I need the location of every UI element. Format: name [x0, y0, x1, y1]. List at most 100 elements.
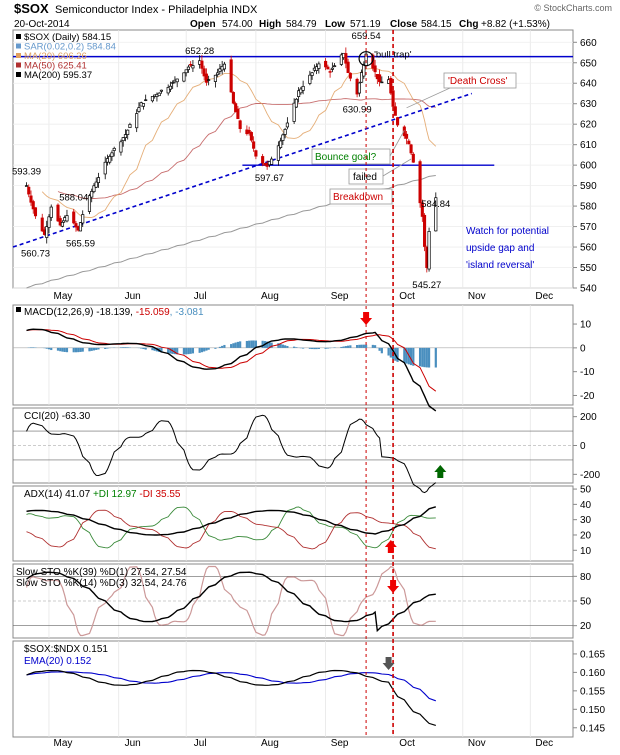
y-tick-label-0: 0.145 — [580, 723, 605, 734]
candle-body — [189, 64, 191, 65]
ratio-ema-legend: EMA(20) 0.152 — [24, 656, 92, 667]
macd-hist-bar — [347, 346, 349, 348]
x-tick-top-0: May — [54, 291, 73, 302]
bounce-goal-annotation: Bounce goal? — [315, 152, 377, 163]
y-tick-label-2: 80 — [580, 572, 592, 583]
candle-body — [171, 83, 173, 84]
macd-hist-bar — [223, 345, 225, 348]
macd-legend: MACD(12,26,9) -18.139, -15.059, -3.081 — [16, 307, 204, 318]
watch-annotation-line-3: 'island reversal' — [466, 260, 534, 271]
y-tick-label-3: 10 — [580, 320, 592, 331]
candle-body — [428, 231, 430, 269]
y-tick-label-0: 20 — [580, 621, 592, 632]
candle-body — [135, 114, 137, 128]
header-high-label: High — [259, 19, 281, 30]
macd-hist-bar — [423, 348, 425, 367]
macd-hist-bar — [95, 348, 97, 350]
candle-body — [66, 216, 68, 221]
header-close: 584.15 — [421, 19, 452, 30]
macd-hist-bar — [201, 348, 203, 352]
candle-body — [412, 154, 414, 162]
macd-hist-bar — [230, 344, 232, 348]
macd-hist-bar — [190, 348, 192, 354]
cci-legend: CCI(20) -63.30 — [24, 411, 91, 422]
candle-body — [111, 153, 113, 157]
macd-hist-bar — [88, 348, 90, 351]
candle-body — [309, 75, 311, 83]
candle-body — [239, 121, 241, 129]
sto-legend-2: Slow STO %K(14) %D(3) 32.54, 24.76 — [16, 578, 187, 589]
macd-hist-bar — [64, 348, 66, 352]
candle-body — [138, 108, 140, 112]
macd-hist-bar — [50, 348, 52, 350]
macd-hist-bar — [421, 348, 423, 367]
macd-hist-bar — [309, 348, 311, 349]
macd-legend-signal: -15.059 — [136, 307, 170, 318]
candle-body — [324, 61, 326, 67]
y-tick-label-2: 200 — [580, 412, 597, 423]
header-low: 571.19 — [350, 19, 381, 30]
y-tick-label-0: -200 — [580, 470, 600, 481]
macd-hist-bar — [82, 348, 84, 352]
macd-hist-bar — [122, 347, 124, 348]
watermark: © StockCharts.com — [534, 3, 612, 13]
macd-hist-bar — [284, 345, 286, 348]
macd-hist-bar — [221, 346, 223, 348]
macd-hist-bar — [59, 348, 61, 351]
macd-hist-bar — [185, 348, 187, 354]
candle-body — [201, 61, 203, 68]
macd-hist-bar — [46, 348, 48, 349]
candle-body — [329, 72, 331, 73]
price-label-3: 565.59 — [66, 239, 95, 250]
candle-body — [176, 79, 178, 82]
x-tick-top-7: Dec — [535, 291, 553, 302]
header-date: 20-Oct-2014 — [14, 19, 70, 30]
macd-legend-base: MACD(12,26,9) -18.139, — [24, 307, 136, 318]
macd-hist-bar — [239, 341, 241, 348]
macd-hist-bar — [374, 345, 376, 348]
candle-body — [142, 104, 144, 107]
header-chg: +8.82 (+1.53%) — [481, 19, 550, 30]
macd-hist-bar — [124, 347, 126, 348]
macd-hist-bar — [372, 345, 374, 348]
macd-hist-bar — [91, 348, 93, 351]
candle-body — [73, 212, 75, 223]
macd-hist-bar — [318, 348, 320, 349]
header-chg-label: Chg — [459, 19, 478, 30]
price-label-9: 545.27 — [412, 280, 441, 291]
macd-hist-bar — [340, 347, 342, 348]
candle-body — [333, 66, 335, 67]
candle-body — [151, 96, 153, 100]
macd-hist-bar — [145, 348, 147, 350]
macd-hist-bar — [142, 348, 144, 349]
macd-hist-bar — [187, 348, 189, 354]
candle-body — [214, 75, 216, 81]
ratio-legend: $SOX:$NDX 0.151 — [24, 644, 108, 655]
macd-hist-bar — [61, 348, 63, 352]
macd-hist-bar — [104, 348, 106, 349]
candle-body — [79, 223, 81, 231]
macd-hist-bar — [327, 348, 329, 349]
x-tick-top-2: Jul — [194, 291, 207, 302]
macd-hist-bar — [428, 348, 430, 368]
header-low-label: Low — [325, 19, 345, 30]
candle-body — [311, 73, 313, 76]
candle-body — [183, 73, 185, 81]
macd-hist-bar — [235, 343, 237, 348]
macd-hist-bar — [313, 348, 315, 349]
y-tick-label-3: 570 — [580, 222, 597, 233]
candle-body — [91, 191, 93, 197]
header-high: 584.79 — [286, 19, 317, 30]
candle-body — [122, 138, 124, 141]
macd-hist-bar — [93, 348, 95, 351]
candle-body — [61, 222, 63, 226]
price-legend-text-4: MA(200) 595.37 — [24, 70, 92, 81]
macd-hist-bar — [426, 348, 428, 368]
macd-hist-bar — [73, 348, 75, 352]
candle-body — [126, 130, 128, 134]
y-tick-label-7: 610 — [580, 140, 597, 151]
candle-body — [144, 100, 146, 101]
candle-body — [378, 75, 380, 82]
candle-body — [410, 145, 412, 153]
